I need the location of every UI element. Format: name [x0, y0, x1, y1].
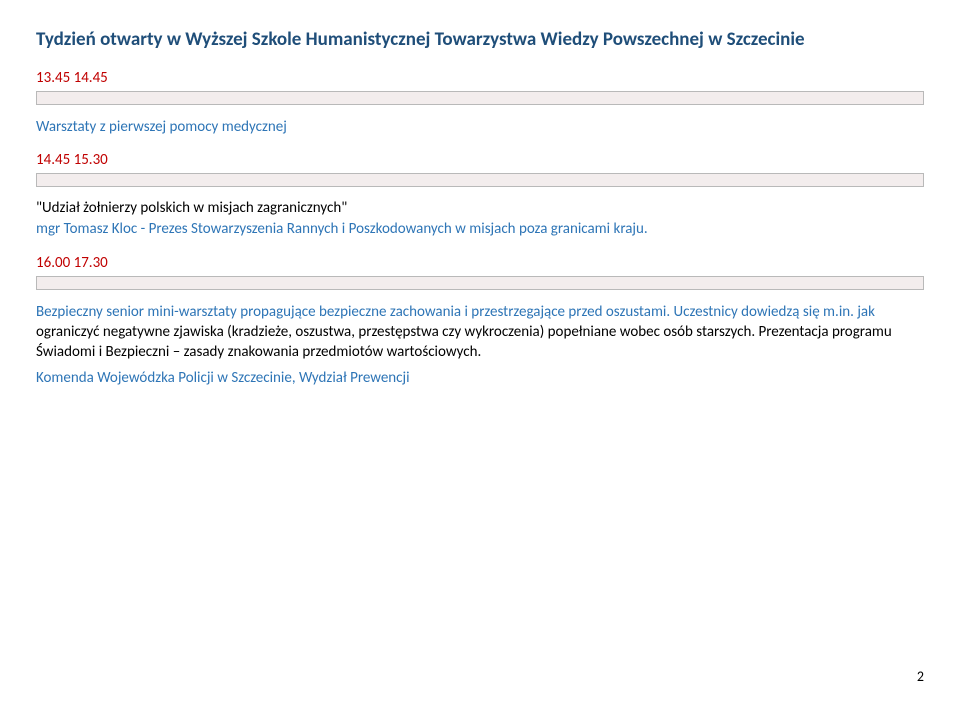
session-body-rest: ograniczyć negatywne zjawiska (kradzieże… — [36, 323, 892, 361]
presenter-line: mgr Tomasz Kloc - Prezes Stowarzyszenia … — [36, 219, 924, 239]
session-body-3: Bezpieczny senior mini-warsztaty propagu… — [36, 302, 924, 363]
page-number: 2 — [917, 668, 924, 685]
section-bar-3 — [36, 276, 924, 290]
section-bar-1 — [36, 91, 924, 105]
page-title: Tydzień otwarty w Wyższej Szkole Humanis… — [36, 28, 924, 51]
session-title-1: Warsztaty z pierwszej pomocy medycznej — [36, 117, 924, 137]
spacer — [36, 141, 924, 151]
section-bar-2 — [36, 173, 924, 187]
page-root: Tydzień otwarty w Wyższej Szkole Humanis… — [0, 0, 960, 705]
session-body-lead: Bezpieczny senior mini-warsztaty propagu… — [36, 303, 875, 321]
time-slot-3: 16.00 17.30 — [36, 254, 924, 272]
spacer — [36, 244, 924, 254]
time-slot-1: 13.45 14.45 — [36, 69, 924, 87]
time-slot-2: 14.45 15.30 — [36, 151, 924, 169]
session-organizer: Komenda Wojewódzka Policji w Szczecinie,… — [36, 368, 924, 388]
session-quote-title: "Udział żołnierzy polskich w misjach zag… — [36, 199, 924, 217]
